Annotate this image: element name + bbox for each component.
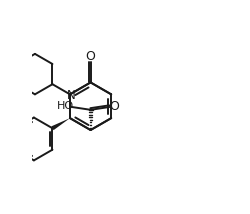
Text: O: O [86, 50, 96, 63]
Polygon shape [51, 118, 70, 130]
Text: N: N [66, 89, 75, 102]
Text: O: O [109, 100, 119, 113]
Text: HO: HO [57, 101, 74, 111]
